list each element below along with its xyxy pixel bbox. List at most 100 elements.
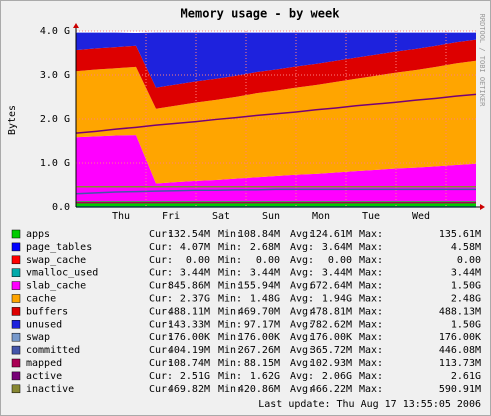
stat-value: 488.11M: [168, 306, 210, 317]
legend-swatch: [11, 281, 21, 290]
stat-label: Max:: [359, 319, 383, 330]
x-tick-label: Fri: [162, 211, 180, 222]
stat-label: Avg:: [290, 268, 314, 279]
stat-value: 1.94G: [322, 294, 352, 305]
stat-value: 365.72M: [310, 345, 352, 356]
legend-label: swap_cache: [26, 255, 86, 266]
area: [76, 135, 476, 202]
area: [76, 60, 476, 184]
stat-value: 88.15M: [244, 358, 280, 369]
stat-label: Avg:: [290, 319, 314, 330]
stat-label: Min:: [218, 384, 242, 395]
legend-label: active: [26, 371, 62, 382]
stat-label: Avg:: [290, 358, 314, 369]
stat-value: 1.50G: [451, 281, 481, 292]
legend-label: page_tables: [26, 242, 92, 253]
stat-label: Min:: [218, 371, 242, 382]
stat-label: Cur:: [149, 319, 173, 330]
y-arrow: [73, 23, 79, 28]
legend-label: slab_cache: [26, 281, 86, 292]
stat-label: Avg:: [290, 294, 314, 305]
stat-value: 845.86M: [168, 281, 210, 292]
stat-value: 466.22M: [310, 384, 352, 395]
stat-value: 176.00K: [168, 332, 210, 343]
footer: Last update: Thu Aug 17 13:55:05 2006: [258, 399, 481, 410]
x-tick-label: Thu: [112, 211, 130, 222]
stat-label: Cur:: [149, 371, 173, 382]
stat-value: 3.64M: [322, 242, 352, 253]
stat-value: 2.06G: [322, 371, 352, 382]
legend-swatch: [11, 320, 21, 329]
stat-label: Max:: [359, 306, 383, 317]
stat-value: 4.58M: [451, 242, 481, 253]
stat-value: 672.64M: [310, 281, 352, 292]
stat-label: Max:: [359, 384, 383, 395]
stat-value: 2.61G: [451, 371, 481, 382]
y-tick-label: 3.0 G: [40, 70, 70, 81]
stat-label: Max:: [359, 332, 383, 343]
stat-value: 124.61M: [310, 229, 352, 240]
stat-label: Min:: [218, 255, 242, 266]
stat-label: Max:: [359, 281, 383, 292]
legend-label: swap: [26, 332, 50, 343]
legend-swatch: [11, 332, 21, 342]
legend-swatch: [11, 255, 21, 265]
stat-label: Max:: [359, 242, 383, 253]
stat-value: 2.37G: [180, 294, 210, 305]
stat-label: Avg:: [290, 332, 314, 343]
legend-label: vmalloc_used: [26, 268, 98, 279]
stat-value: 97.17M: [244, 319, 280, 330]
stat-value: 0.00: [328, 255, 352, 266]
watermark: RRDTOOL / TOBI OETIKER: [478, 14, 486, 108]
legend-swatch: [11, 229, 21, 239]
stat-value: 176.00K: [310, 332, 352, 343]
stat-value: 108.84M: [238, 229, 280, 240]
legend-swatch: [11, 384, 21, 394]
chart-title: Memory usage - by week: [181, 7, 341, 21]
stat-label: Avg:: [290, 306, 314, 317]
stat-label: Max:: [359, 345, 383, 356]
stat-value: 1.62G: [250, 371, 280, 382]
stat-value: 102.93M: [310, 358, 352, 369]
x-tick-label: Tue: [362, 211, 380, 222]
stat-value: 782.62M: [310, 319, 352, 330]
stat-value: 590.91M: [439, 384, 481, 395]
legend-label: apps: [26, 229, 50, 240]
stat-label: Avg:: [290, 229, 314, 240]
y-tick-label: 0.0: [52, 202, 70, 213]
stat-label: Min:: [218, 345, 242, 356]
stat-label: Cur:: [149, 384, 173, 395]
stat-value: 3.44M: [250, 268, 280, 279]
stat-label: Max:: [359, 294, 383, 305]
stat-value: 0.00: [457, 255, 481, 266]
stat-label: Avg:: [290, 255, 314, 266]
area: [76, 32, 476, 88]
stat-label: Min:: [218, 294, 242, 305]
stat-value: 446.08M: [439, 345, 481, 356]
stat-label: Max:: [359, 371, 383, 382]
stat-label: Min:: [218, 242, 242, 253]
x-tick-label: Sat: [212, 211, 230, 222]
stat-label: Cur:: [149, 281, 173, 292]
stat-label: Avg:: [290, 384, 314, 395]
legend-swatch: [11, 242, 21, 252]
stat-value: 469.82M: [168, 384, 210, 395]
line: [75, 188, 476, 195]
legend-swatch: [11, 345, 21, 355]
stat-value: 0.00: [186, 255, 210, 266]
stat-label: Min:: [218, 332, 242, 343]
stat-label: Cur:: [149, 332, 173, 343]
stat-value: 469.70M: [238, 306, 280, 317]
stat-value: 113.73M: [439, 358, 481, 369]
stat-label: Avg:: [290, 345, 314, 356]
legend-label: cache: [26, 294, 56, 305]
stat-value: 478.81M: [310, 306, 352, 317]
stat-label: Cur:: [149, 345, 173, 356]
legend-label: committed: [26, 345, 80, 356]
stat-label: Cur:: [149, 358, 173, 369]
stat-label: Min:: [218, 268, 242, 279]
stat-label: Cur:: [149, 229, 173, 240]
stat-value: 3.44M: [322, 268, 352, 279]
legend-swatch: [11, 358, 21, 368]
